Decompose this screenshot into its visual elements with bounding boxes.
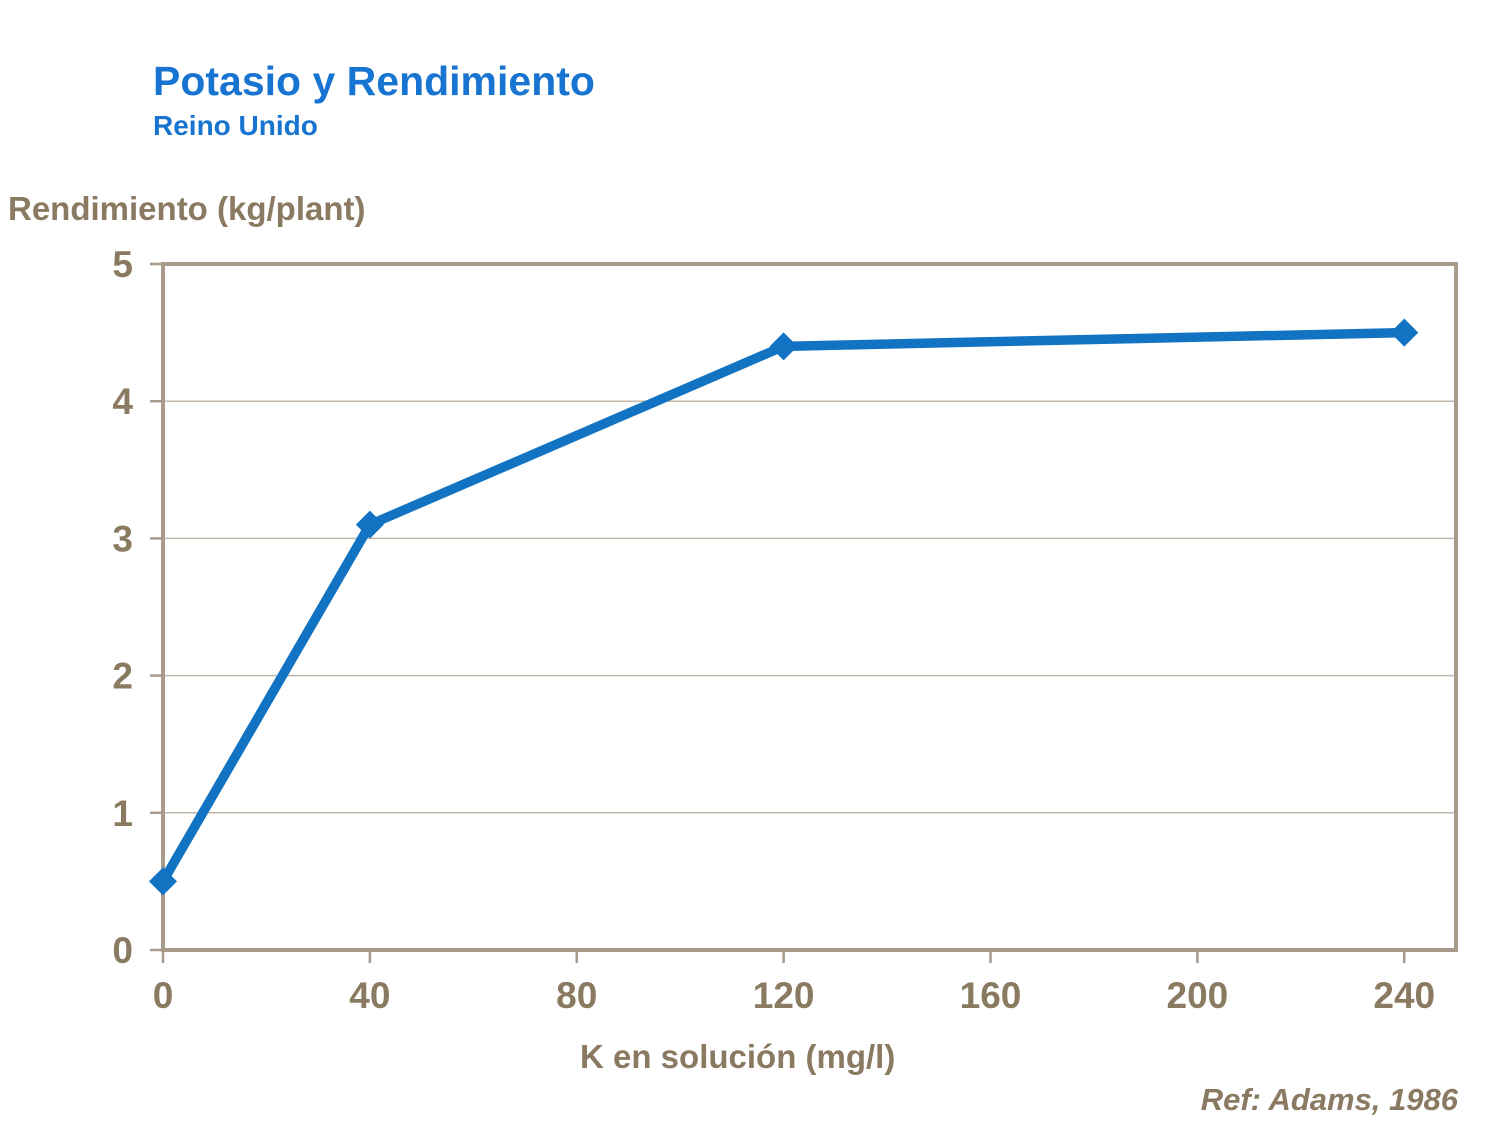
svg-text:1: 1: [112, 793, 133, 834]
reference-note: Ref: Adams, 1986: [1200, 1082, 1458, 1117]
y-axis-label: Rendimiento (kg/plant): [8, 190, 366, 227]
svg-text:5: 5: [112, 244, 133, 285]
svg-text:2: 2: [112, 656, 133, 697]
chart-subtitle: Reino Unido: [153, 110, 318, 141]
x-axis-label: K en solución (mg/l): [580, 1038, 896, 1075]
svg-text:240: 240: [1373, 975, 1435, 1016]
svg-text:160: 160: [960, 975, 1022, 1016]
svg-text:200: 200: [1167, 975, 1229, 1016]
chart-title: Potasio y Rendimiento: [153, 58, 595, 104]
svg-text:40: 40: [349, 975, 390, 1016]
svg-text:4: 4: [112, 381, 133, 422]
svg-text:0: 0: [153, 975, 174, 1016]
svg-text:3: 3: [112, 518, 133, 559]
svg-text:0: 0: [112, 930, 133, 971]
svg-text:80: 80: [556, 975, 597, 1016]
svg-text:120: 120: [753, 975, 815, 1016]
